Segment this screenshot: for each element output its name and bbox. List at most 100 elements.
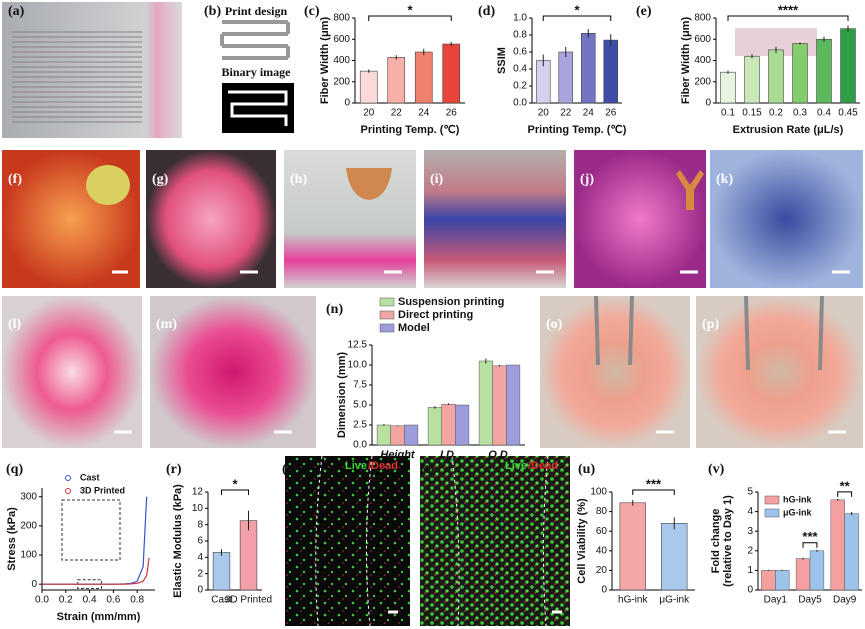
x-tick-label: Cast bbox=[211, 595, 232, 606]
legend-swatch bbox=[379, 310, 395, 320]
bar bbox=[359, 70, 378, 104]
bar bbox=[427, 407, 442, 446]
x-axis-label: Printing Temp. (℃) bbox=[361, 124, 460, 136]
y-tick-label: 5.0 bbox=[353, 400, 367, 411]
y-tick-label: 0 bbox=[31, 579, 37, 590]
y-tick-label: 20 bbox=[596, 565, 608, 576]
panel-label: (r) bbox=[166, 462, 182, 477]
x-tick-label: 22 bbox=[560, 108, 572, 119]
bar bbox=[795, 558, 811, 591]
panel-label: (a) bbox=[8, 4, 25, 19]
significance-label: * bbox=[407, 2, 413, 17]
y-tick-label: 100 bbox=[590, 487, 607, 498]
bar bbox=[720, 71, 736, 104]
fluorescence-image bbox=[285, 456, 410, 626]
x-axis-label: Extrusion Rate (μL/s) bbox=[733, 124, 844, 136]
x-tick-label: 0.3 bbox=[793, 108, 807, 119]
bar bbox=[830, 499, 845, 591]
stain-live: Live bbox=[345, 460, 367, 472]
significance-bracket bbox=[837, 491, 853, 497]
y-tick-label: 10 bbox=[192, 503, 204, 514]
y-tick-label: 2 bbox=[747, 545, 753, 556]
bar bbox=[816, 38, 832, 104]
y-tick-label: 8 bbox=[197, 519, 203, 530]
bar bbox=[441, 403, 456, 446]
y-axis-label: Fiber Width (μm) bbox=[680, 17, 692, 105]
y-tick-label: 800 bbox=[694, 13, 711, 24]
panel-label: (s) bbox=[282, 462, 297, 477]
bar bbox=[442, 43, 461, 104]
bar bbox=[761, 570, 776, 591]
legend-label: Direct printing bbox=[398, 309, 473, 321]
photo-detail bbox=[12, 30, 142, 125]
y-tick-label: 0.6 bbox=[513, 47, 527, 58]
bar bbox=[775, 570, 790, 591]
bar bbox=[844, 513, 859, 591]
y-tick-label: 200 bbox=[694, 76, 711, 87]
panel-label: (m) bbox=[156, 317, 177, 332]
fluorescence-image bbox=[420, 456, 570, 626]
panel-label: (j) bbox=[580, 172, 594, 187]
photo bbox=[574, 150, 706, 288]
bar bbox=[455, 404, 470, 446]
photo bbox=[696, 296, 863, 448]
x-axis-label: Strain (mm/mm) bbox=[57, 611, 141, 623]
x-tick-label: 0.45 bbox=[838, 108, 858, 119]
panel-label: (n) bbox=[326, 302, 343, 317]
y-tick-label: 200 bbox=[20, 521, 37, 532]
y-tick-label: 600 bbox=[694, 34, 711, 45]
significance-bracket bbox=[542, 15, 612, 21]
y-axis-label: Fiber Width (μm) bbox=[319, 17, 331, 105]
x-tick-label: 20 bbox=[538, 108, 550, 119]
line bbox=[42, 496, 148, 585]
y-tick-label: 1 bbox=[747, 565, 753, 576]
stain-live: Live bbox=[505, 460, 527, 472]
panel-label: (l) bbox=[8, 317, 22, 332]
significance-label: * bbox=[574, 2, 580, 17]
bar bbox=[619, 502, 646, 591]
x-tick-label: 0.0 bbox=[35, 595, 49, 606]
legend-label: Model bbox=[398, 322, 430, 334]
bar bbox=[792, 43, 808, 104]
x-tick-label: 24 bbox=[583, 108, 595, 119]
y-axis-label: (relative to Day 1) bbox=[722, 495, 734, 587]
significance-label: **** bbox=[778, 2, 799, 17]
y-axis-label: Elastic Modulus (kPa) bbox=[172, 484, 184, 598]
label: Binary image bbox=[222, 65, 292, 79]
y-tick-label: 0.0 bbox=[513, 98, 527, 109]
photo bbox=[710, 150, 863, 288]
y-tick-label: 400 bbox=[333, 55, 350, 66]
significance-label: *** bbox=[802, 529, 818, 544]
legend-swatch bbox=[379, 297, 395, 307]
bar bbox=[506, 364, 521, 446]
y-tick-label: 0 bbox=[747, 585, 753, 596]
y-axis-label: Stress (kPa) bbox=[6, 507, 18, 571]
panel-label: (g) bbox=[152, 172, 169, 187]
significance-bracket bbox=[368, 15, 452, 21]
y-tick-label: 4 bbox=[747, 506, 753, 517]
x-tick-label: 20 bbox=[363, 108, 375, 119]
x-tick-label: Day5 bbox=[798, 595, 822, 606]
x-tick-label: Day9 bbox=[833, 595, 857, 606]
y-tick-label: 4 bbox=[197, 552, 203, 563]
x-tick-label: 0.2 bbox=[59, 595, 73, 606]
y-tick-label: 300 bbox=[20, 491, 37, 502]
bar bbox=[535, 60, 551, 104]
panel-label: (k) bbox=[716, 172, 733, 187]
bar bbox=[390, 425, 405, 446]
y-tick-label: 0.8 bbox=[513, 30, 527, 41]
y-tick-label: 0 bbox=[344, 98, 350, 109]
panel-label: (e) bbox=[636, 4, 652, 19]
y-tick-label: 3 bbox=[747, 526, 753, 537]
bar bbox=[744, 55, 760, 104]
label: Print design bbox=[225, 4, 288, 18]
significance-bracket bbox=[632, 489, 675, 495]
binary-trace bbox=[228, 90, 288, 126]
photo bbox=[2, 296, 142, 448]
photo bbox=[150, 296, 316, 448]
significance-label: * bbox=[232, 476, 238, 491]
y-tick-label: 200 bbox=[333, 76, 350, 87]
photo bbox=[146, 150, 276, 288]
y-tick-label: 5 bbox=[747, 487, 753, 498]
x-tick-label: 26 bbox=[446, 108, 458, 119]
